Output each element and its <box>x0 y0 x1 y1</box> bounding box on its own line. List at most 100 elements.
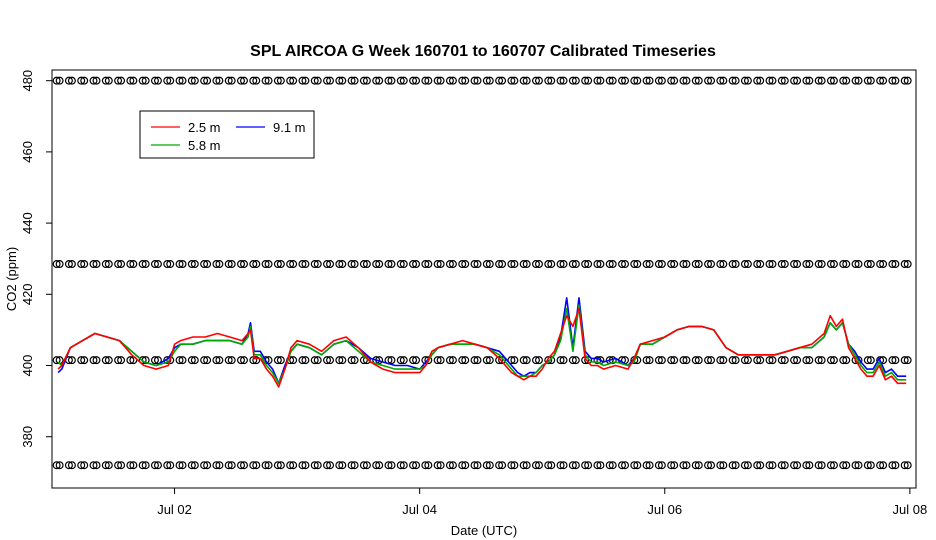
calibration-point <box>409 461 418 470</box>
calibration-point <box>52 260 61 269</box>
calibration-point <box>568 356 577 365</box>
calibration-point <box>347 356 356 365</box>
calibration-point <box>175 461 184 470</box>
calibration-point <box>879 76 888 85</box>
calibration-point <box>519 260 528 269</box>
calibration-point <box>485 356 494 365</box>
calibration-point <box>323 356 332 365</box>
calibration-point <box>326 260 335 269</box>
calibration-point <box>114 461 123 470</box>
calibration-point <box>780 356 789 365</box>
series-lines <box>57 297 907 388</box>
calibration-point <box>117 356 126 365</box>
calibration-point <box>805 461 814 470</box>
calibration-point <box>891 356 900 365</box>
calibration-point <box>310 76 319 85</box>
calibration-point <box>458 76 467 85</box>
calibration-point <box>338 356 347 365</box>
calibration-point <box>335 461 344 470</box>
calibration-point <box>458 260 467 269</box>
calibration-point <box>89 260 98 269</box>
calibration-point <box>249 76 258 85</box>
calibration-point <box>793 356 802 365</box>
calibration-point <box>310 356 319 365</box>
calibration-point <box>335 260 344 269</box>
calibration-point <box>765 260 774 269</box>
calibration-point <box>876 461 885 470</box>
calibration-point <box>731 356 740 365</box>
calibration-point <box>372 76 381 85</box>
calibration-point <box>743 461 752 470</box>
calibration-point <box>608 76 617 85</box>
calibration-point <box>743 76 752 85</box>
calibration-point <box>153 76 162 85</box>
calibration-point <box>236 260 245 269</box>
calibration-point <box>495 461 504 470</box>
calibration-point <box>203 356 212 365</box>
calibration-point <box>396 356 405 365</box>
calibration-point <box>667 260 676 269</box>
calibration-point <box>335 76 344 85</box>
calibration-point <box>396 260 405 269</box>
calibration-point <box>273 76 282 85</box>
calibration-point <box>584 356 593 365</box>
legend-label-9-1m: 9.1 m <box>273 120 306 135</box>
calibration-point <box>264 461 273 470</box>
calibration-point <box>544 76 553 85</box>
calibration-point <box>421 461 430 470</box>
calibration-point <box>338 260 347 269</box>
calibration-point <box>817 461 826 470</box>
calibration-point <box>482 461 491 470</box>
calibration-point <box>298 356 307 365</box>
x-tick-label: Jul 02 <box>157 502 192 517</box>
calibration-point <box>682 356 691 365</box>
calibration-point <box>768 76 777 85</box>
calibration-point <box>645 260 654 269</box>
calibration-point <box>581 76 590 85</box>
calibration-point <box>273 356 282 365</box>
calibration-point <box>166 76 175 85</box>
calibration-point <box>826 76 835 85</box>
calibration-point <box>313 260 322 269</box>
calibration-point <box>498 461 507 470</box>
calibration-point <box>424 76 433 85</box>
calibration-point <box>396 76 405 85</box>
calibration-point <box>716 461 725 470</box>
calibration-point <box>608 260 617 269</box>
calibration-point <box>765 461 774 470</box>
calibration-point <box>642 260 651 269</box>
calibration-point <box>92 461 101 470</box>
calibration-point <box>141 461 150 470</box>
calibration-point <box>387 461 396 470</box>
calibration-point <box>485 260 494 269</box>
calibration-point <box>175 76 184 85</box>
calibration-point <box>335 356 344 365</box>
calibration-point <box>362 76 371 85</box>
calibration-point <box>826 260 835 269</box>
calibration-point <box>114 356 123 365</box>
calibration-point <box>593 260 602 269</box>
calibration-point <box>839 461 848 470</box>
calibration-point <box>215 356 224 365</box>
calibration-point <box>227 76 236 85</box>
x-tick-label: Jul 04 <box>402 502 437 517</box>
calibration-point <box>67 260 76 269</box>
calibration-point <box>556 260 565 269</box>
calibration-point <box>704 356 713 365</box>
calibration-point <box>707 461 716 470</box>
calibration-point <box>534 76 543 85</box>
calibration-point <box>153 461 162 470</box>
calibration-point <box>470 461 479 470</box>
calibration-point <box>264 260 273 269</box>
calibration-point <box>323 461 332 470</box>
calibration-point <box>129 461 138 470</box>
calibration-point <box>753 76 762 85</box>
calibration-point <box>347 76 356 85</box>
calibration-point <box>534 260 543 269</box>
calibration-point <box>731 260 740 269</box>
calibration-point <box>642 356 651 365</box>
calibration-point <box>743 260 752 269</box>
calibration-point <box>67 76 76 85</box>
calibration-points <box>52 76 912 470</box>
calibration-point <box>310 260 319 269</box>
